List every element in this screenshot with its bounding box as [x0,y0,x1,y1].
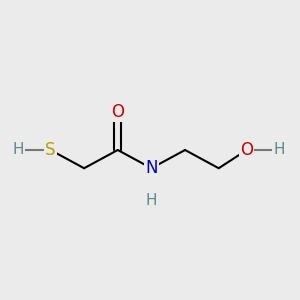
Text: H: H [273,142,285,158]
Text: O: O [240,141,253,159]
Text: S: S [45,141,56,159]
Text: O: O [111,103,124,121]
Text: N: N [145,159,158,177]
Text: H: H [12,142,24,158]
Text: H: H [146,193,157,208]
